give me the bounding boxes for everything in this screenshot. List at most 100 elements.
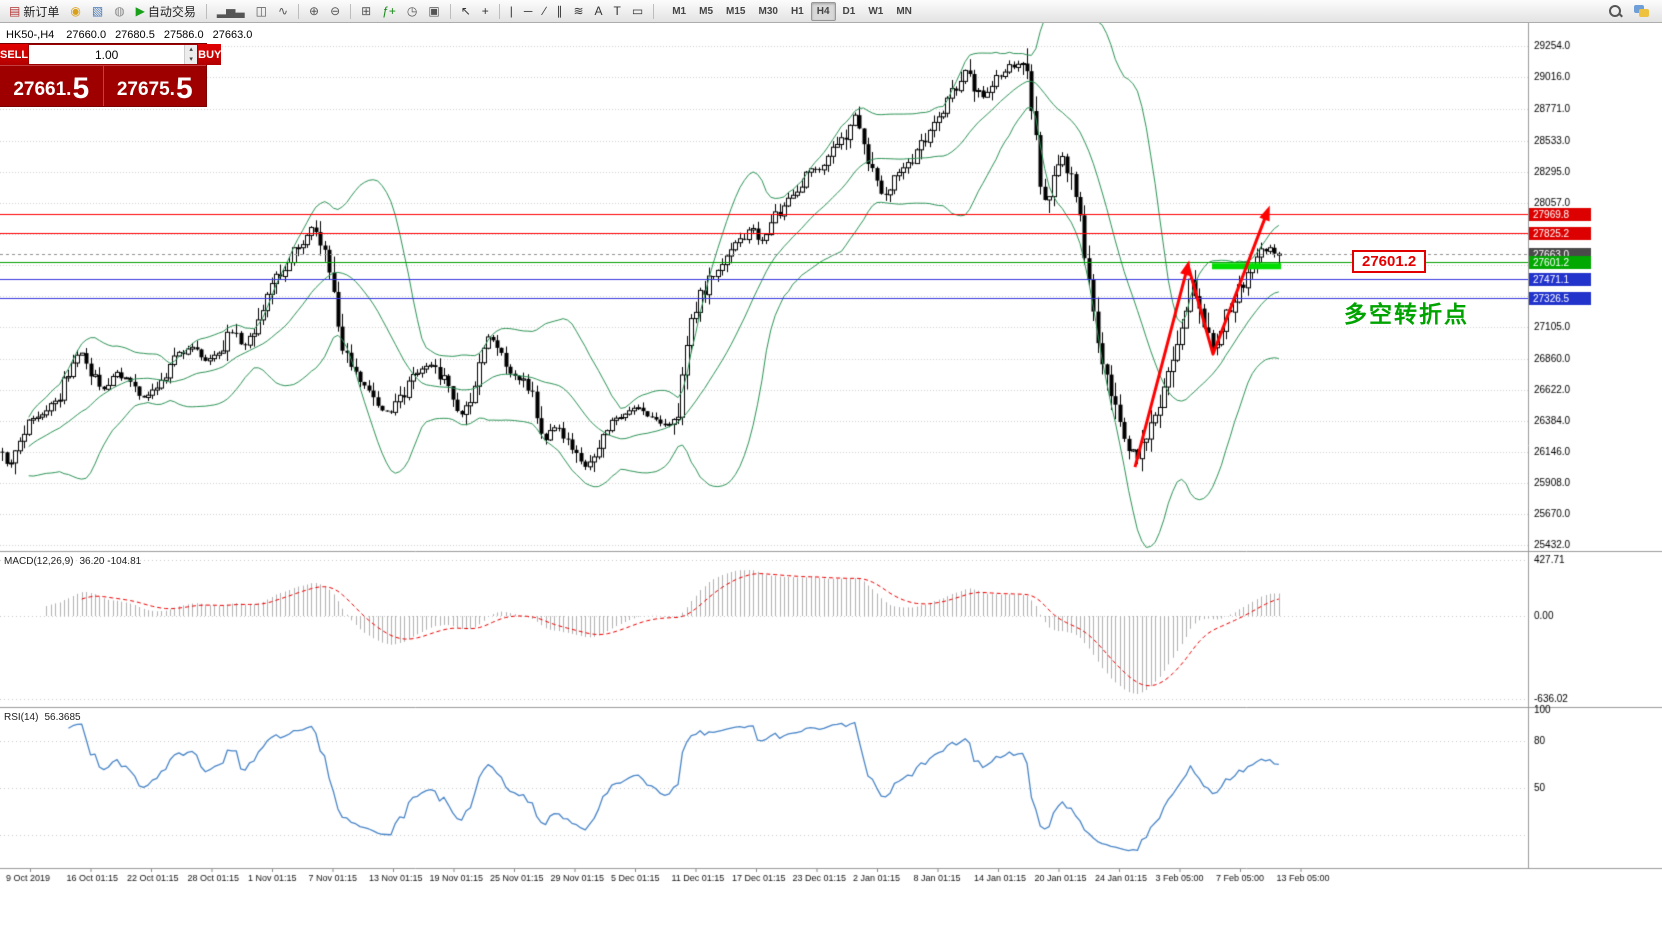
zoom-out-icon: ⊖ [330,4,341,18]
chart-ohlc-header: HK50-,H4 27660.0 27680.5 27586.0 27663.0 [6,29,261,41]
sell-price-big-digit: 5 [72,72,90,105]
tile-windows-icon: ⊞ [361,4,372,18]
autotrading-button[interactable]: ▶ 自动交易 [131,2,201,21]
toolbar-separator [449,3,451,19]
text-button[interactable]: A [590,2,608,21]
volume-increase-button[interactable]: ▴ [185,45,198,55]
indicators-button[interactable]: ƒ+ [377,2,401,21]
trade-panel-controls: SELL ▴ ▾ BUY [0,44,222,65]
tile-windows-button[interactable]: ⊞ [356,2,376,21]
rsi-indicator-label: RSI(14) 56.3685 [4,712,87,723]
cursor-button[interactable]: ↖ [456,2,476,21]
candlestick-icon: ◫ [255,4,267,18]
shapes-icon: ▭ [631,4,644,18]
timeframe-h1-button[interactable]: H1 [785,2,810,21]
low-value: 27586.0 [163,29,204,41]
high-value: 27680.5 [115,29,155,41]
label-icon: T [613,4,621,18]
periods-button[interactable]: ◷ [402,2,422,21]
volume-field: ▴ ▾ [29,45,198,64]
volume-input[interactable] [29,45,185,64]
new-order-button[interactable]: ▤ 新订单 [4,2,64,21]
templates-button[interactable]: ▣ [423,2,444,21]
main-toolbar: ▤ 新订单 ◉ ▧ ◍ ▶ 自动交易 ▂▅▃ ◫ ∿ ⊕ ⊖ ⊞ ƒ+ ◷ ▣ ↖ + | ─ ∕ ∥ ≋ A T ▭ M1 M5 M… [0,0,1662,23]
trendline-icon: ∕ [543,4,546,18]
toolbar-button-group: ▤ 新订单 ◉ ▧ ◍ ▶ 自动交易 ▂▅▃ ◫ ∿ ⊕ ⊖ ⊞ ƒ+ ◷ ▣ ↖ + | ─ ∕ ∥ ≋ A T ▭ [4,2,658,21]
vertical-line-icon: | [509,4,513,18]
indicator-add-icon: ƒ+ [382,4,396,18]
news-button[interactable]: ◍ [109,2,129,21]
chart-area: HK50-,H4 27660.0 27680.5 27586.0 27663.0 SEL… [0,23,1662,944]
candlestick-chart-button[interactable]: ◫ [251,2,272,21]
shapes-button[interactable]: ▭ [627,2,648,21]
bar-chart-button[interactable]: ▂▅▃ [212,2,250,21]
sell-price-main: 27661. [13,79,72,100]
play-icon: ▶ [135,4,145,18]
timeframe-m5-button[interactable]: M5 [693,2,719,21]
toolbar-separator [298,3,300,19]
volume-spinner: ▴ ▾ [184,45,198,64]
timeframe-m15-button[interactable]: M15 [720,2,751,21]
crosshair-button[interactable]: + [477,2,494,21]
zoom-in-button[interactable]: ⊕ [304,2,324,21]
timeframe-d1-button[interactable]: D1 [837,2,862,21]
deposit-button[interactable]: ◉ [65,2,85,21]
zoom-in-icon: ⊕ [309,4,320,18]
rsi-name: RSI(14) [4,712,39,723]
autotrading-button-label: 自动交易 [147,4,196,19]
toolbar-separator [653,3,655,19]
buy-button[interactable]: BUY [198,44,222,65]
macd-values: 36.20 -104.81 [79,556,142,567]
volume-decrease-button[interactable]: ▾ [185,54,198,64]
search-icon[interactable] [1608,4,1624,19]
price-divider [102,66,104,106]
crosshair-icon: + [481,4,489,18]
fibonacci-icon: ≋ [573,4,584,18]
fibonacci-button[interactable]: ≋ [568,2,588,21]
chat-icon[interactable] [1634,4,1650,19]
price-callout: 27601.2 [1352,250,1427,273]
sell-price[interactable]: 27661. 5 [0,66,103,106]
trendline-button[interactable]: ∕ [538,2,550,21]
cursor-icon: ↖ [460,4,471,18]
line-chart-button[interactable]: ∿ [273,2,293,21]
channel-icon: ∥ [556,4,563,18]
timeframe-toolbar: M1 M5 M15 M30 H1 H4 D1 W1 MN [666,1,918,21]
id-card-icon: ▧ [91,4,104,18]
bar-chart-icon: ▂▅▃ [216,4,245,18]
new-order-button-label: 新订单 [23,4,60,19]
macd-name: MACD(12,26,9) [4,556,74,567]
timeframe-m30-button[interactable]: M30 [752,2,783,21]
timeframe-w1-button[interactable]: W1 [862,2,889,21]
one-click-trade-panel: SELL ▴ ▾ BUY 27661.5 27675.5 [0,44,222,106]
toolbar-separator [205,3,207,19]
toolbar-right-icons [1608,4,1658,19]
zoom-out-button[interactable]: ⊖ [325,2,345,21]
toolbar-separator [498,3,500,19]
open-value: 27660.0 [66,29,107,41]
megaphone-icon: ◍ [114,4,125,18]
toolbar-separator [350,3,352,19]
line-chart-icon: ∿ [277,4,289,18]
symbol-period-label: HK50-,H4 [6,29,55,41]
pivot-point-annotation: 多空转折点 [1344,301,1469,327]
timeframe-m1-button[interactable]: M1 [666,2,692,21]
rsi-value: 56.3685 [44,712,81,723]
buy-price[interactable]: 27675. 5 [104,66,207,106]
account-button[interactable]: ▧ [87,2,108,21]
text-icon: A [594,4,603,18]
coins-icon: ◉ [70,4,81,18]
price-chart-canvas[interactable] [0,23,1662,944]
trade-panel-prices: 27661. 5 27675. 5 [0,65,206,106]
horizontal-line-button[interactable]: ─ [519,2,538,21]
vertical-line-button[interactable]: | [505,2,518,21]
channel-button[interactable]: ∥ [551,2,567,21]
buy-price-big-digit: 5 [175,72,193,105]
label-button[interactable]: T [609,2,626,21]
timeframe-mn-button[interactable]: MN [890,2,918,21]
clock-icon: ◷ [406,4,418,18]
macd-indicator-label: MACD(12,26,9) 36.20 -104.81 [4,556,147,567]
timeframe-h4-button[interactable]: H4 [810,1,836,21]
sell-button[interactable]: SELL [0,44,29,65]
new-order-icon: ▤ [9,4,21,18]
